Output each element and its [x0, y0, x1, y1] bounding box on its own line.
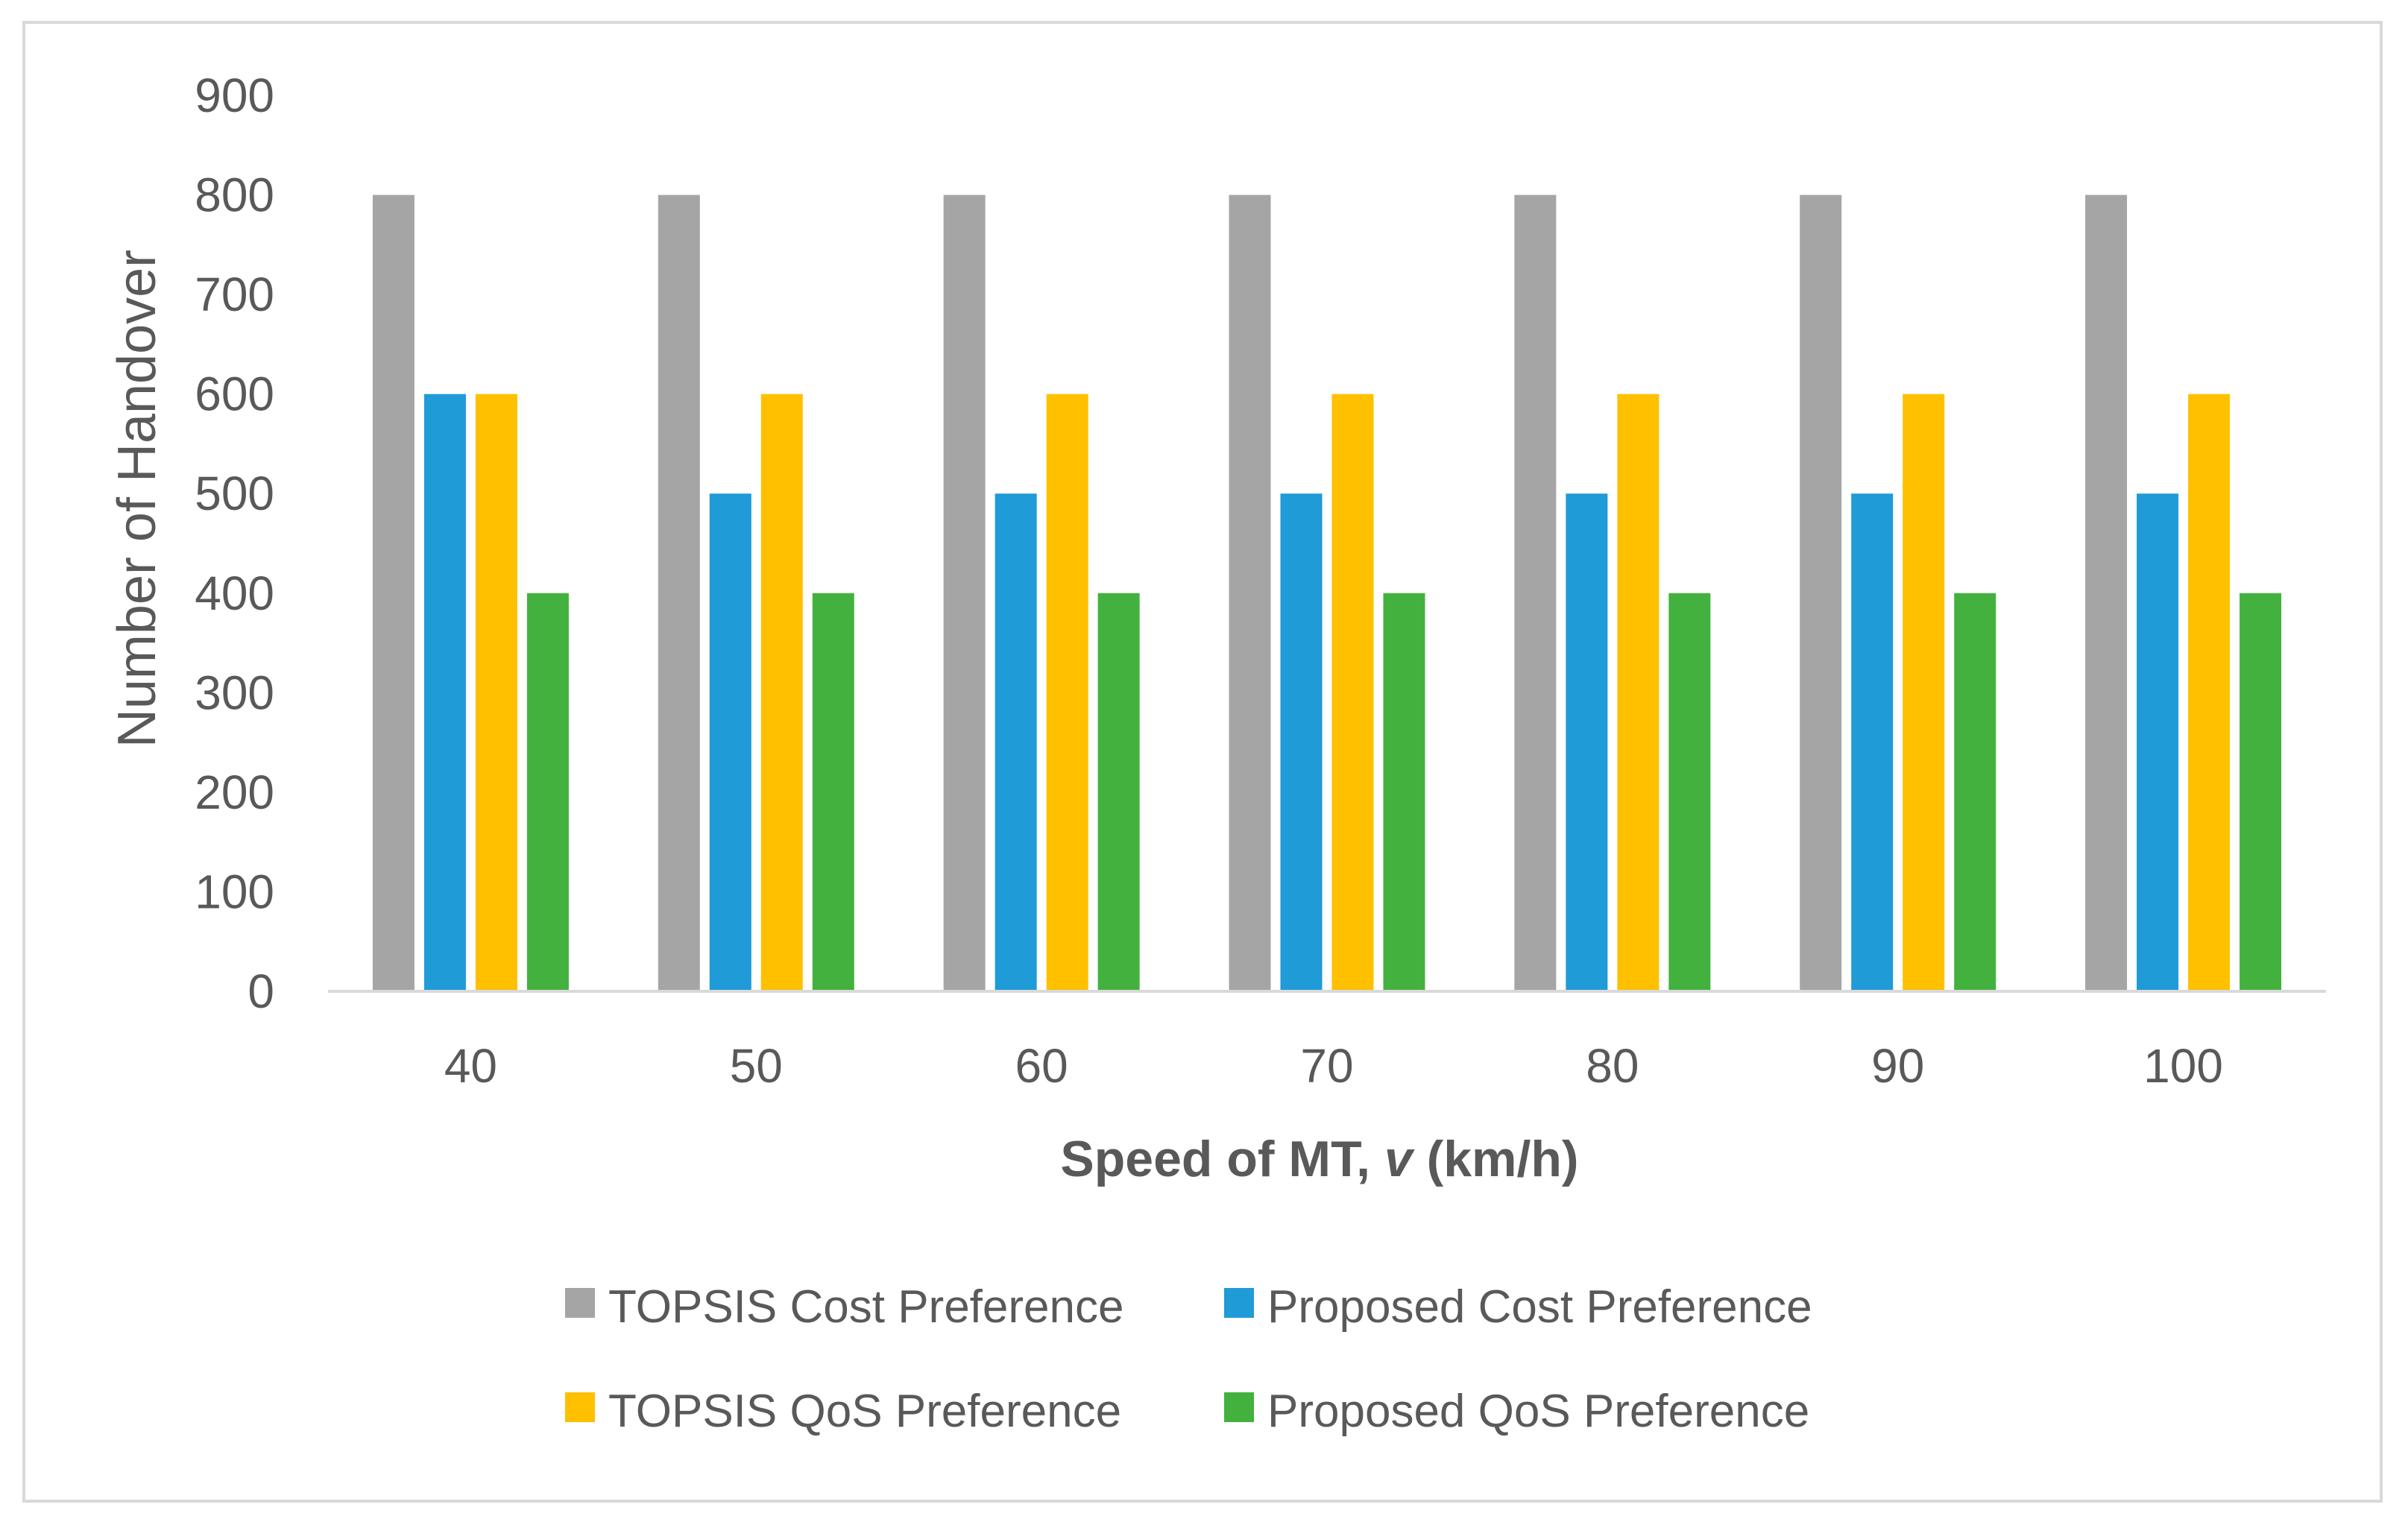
legend-swatch [1224, 1288, 1254, 1318]
bar-topsis-cost-preference-50 [658, 195, 700, 991]
bar-topsis-cost-preference-80 [1514, 195, 1557, 991]
x-tick-label: 90 [1871, 1039, 1924, 1093]
x-tick-label: 100 [2143, 1039, 2223, 1093]
y-tick-label: 300 [195, 666, 274, 719]
bar-proposed-cost-preference-90 [1851, 493, 1894, 991]
x-axis-title: Speed of MT, v (km/h) [1060, 1131, 1578, 1187]
y-tick-label: 900 [195, 69, 274, 122]
x-axis-title-part: Speed of MT, [1060, 1131, 1384, 1187]
x-tick-label: 70 [1300, 1039, 1353, 1093]
bar-proposed-cost-preference-40 [423, 394, 466, 991]
bar-topsis-qos-preference-40 [475, 394, 517, 991]
bar-proposed-qos-preference-50 [812, 593, 854, 991]
legend-swatch [1224, 1392, 1254, 1422]
bar-proposed-cost-preference-80 [1566, 493, 1608, 991]
bar-topsis-qos-preference-70 [1331, 394, 1374, 991]
y-axis-ticks: 0 100 200 300 400 500 600 700 800 900 [195, 69, 274, 1018]
x-tick-label: 60 [1015, 1039, 1068, 1093]
legend-label: TOPSIS Cost Preference [608, 1281, 1123, 1333]
legend-swatch [565, 1392, 595, 1422]
bar-topsis-qos-preference-50 [760, 394, 803, 991]
bar-proposed-cost-preference-50 [709, 493, 751, 991]
legend: TOPSIS Cost Preference Proposed Cost Pref… [565, 1281, 1812, 1437]
bar-topsis-qos-preference-90 [1903, 394, 1945, 991]
bar-proposed-qos-preference-70 [1383, 593, 1425, 991]
bar-topsis-cost-preference-40 [372, 195, 415, 991]
bar-proposed-qos-preference-100 [2240, 593, 2282, 991]
bar-proposed-cost-preference-60 [995, 493, 1037, 991]
legend-label: Proposed QoS Preference [1267, 1386, 1809, 1437]
bar-proposed-qos-preference-40 [526, 593, 569, 991]
bar-proposed-cost-preference-70 [1280, 493, 1323, 991]
y-tick-label: 400 [195, 566, 274, 620]
y-tick-label: 700 [195, 268, 274, 321]
y-tick-label: 200 [195, 765, 274, 819]
legend-label: Proposed Cost Preference [1267, 1281, 1812, 1333]
bar-proposed-qos-preference-90 [1954, 593, 1996, 991]
bar-proposed-qos-preference-80 [1668, 593, 1711, 991]
bar-topsis-qos-preference-60 [1046, 394, 1088, 991]
bar-topsis-cost-preference-90 [1800, 195, 1842, 991]
bar-topsis-cost-preference-60 [943, 195, 986, 991]
y-axis-title: Number of Handover [107, 250, 167, 748]
legend-label: TOPSIS QoS Preference [608, 1386, 1121, 1437]
bar-topsis-cost-preference-70 [1229, 195, 1271, 991]
bar-proposed-cost-preference-100 [2137, 493, 2179, 991]
bar-topsis-qos-preference-80 [1617, 394, 1660, 991]
x-tick-label: 80 [1586, 1039, 1639, 1093]
x-axis-title-part: (km/h) [1413, 1131, 1579, 1187]
legend-swatch [565, 1288, 595, 1318]
y-tick-label: 500 [195, 467, 274, 520]
bar-topsis-cost-preference-100 [2085, 195, 2128, 991]
x-axis-ticks: 40 50 60 70 80 90 100 [444, 1039, 2223, 1093]
bar-topsis-qos-preference-100 [2188, 394, 2231, 991]
x-tick-label: 50 [730, 1039, 783, 1093]
y-tick-label: 0 [248, 964, 274, 1018]
y-tick-label: 800 [195, 168, 274, 222]
y-tick-label: 600 [195, 367, 274, 421]
x-axis-title-variable: v [1384, 1131, 1415, 1187]
bar-proposed-qos-preference-60 [1097, 593, 1140, 991]
bars [372, 195, 2282, 991]
y-tick-label: 100 [195, 865, 274, 918]
x-tick-label: 40 [444, 1039, 497, 1093]
